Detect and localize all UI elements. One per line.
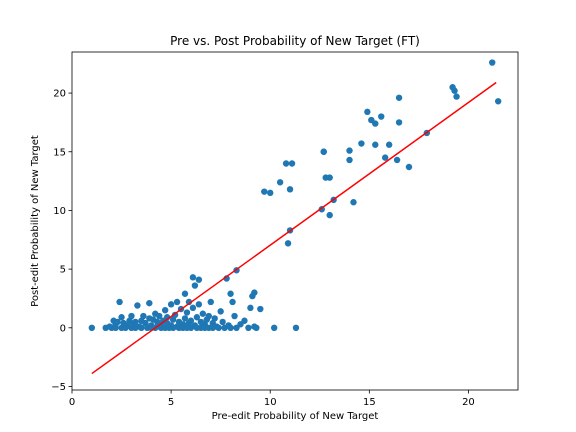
data-point — [241, 317, 248, 324]
y-tick-label: 10 — [53, 206, 66, 217]
data-point — [181, 290, 189, 297]
data-point — [453, 93, 460, 100]
data-point — [134, 302, 141, 309]
fit-line — [91, 81, 497, 375]
data-point — [116, 298, 123, 306]
data-point — [205, 312, 212, 320]
data-point — [185, 298, 193, 306]
data-point — [247, 304, 254, 312]
data-point — [292, 324, 300, 331]
x-tick-label: 5 — [168, 397, 174, 408]
data-point — [372, 120, 379, 127]
data-point — [140, 312, 147, 320]
data-point — [381, 154, 389, 161]
data-point — [261, 188, 268, 195]
chart-title: Pre vs. Post Probability of New Target (… — [170, 34, 420, 48]
data-point — [173, 298, 181, 306]
data-point — [276, 179, 284, 186]
data-point — [183, 309, 191, 316]
data-point — [267, 189, 274, 197]
data-point — [257, 305, 264, 313]
data-point — [284, 240, 292, 247]
data-point — [253, 324, 260, 331]
data-point — [378, 113, 385, 120]
data-point — [187, 317, 195, 324]
data-point — [393, 156, 401, 164]
data-point — [494, 98, 502, 105]
plot-frame — [71, 51, 519, 391]
x-tick-label: 15 — [363, 397, 376, 408]
data-point — [161, 306, 169, 314]
data-point — [288, 160, 296, 167]
data-point — [251, 289, 258, 296]
y-tick-label: 20 — [53, 89, 66, 100]
y-tick-label: 5 — [60, 265, 66, 276]
data-point — [146, 299, 153, 307]
data-point — [350, 199, 357, 206]
data-point — [195, 276, 203, 283]
data-point — [395, 94, 403, 101]
data-point — [282, 160, 290, 167]
data-point — [227, 290, 234, 297]
data-point — [189, 304, 197, 312]
x-axis-ticks: 0 5 10 15 20 — [69, 390, 475, 408]
data-point — [358, 140, 365, 147]
data-point — [156, 312, 163, 320]
data-point — [245, 324, 252, 331]
data-point — [395, 119, 403, 126]
y-axis-label: Post-edit Probability of New Target — [30, 135, 41, 307]
data-point — [132, 318, 139, 326]
data-point — [231, 312, 238, 320]
data-point — [181, 315, 189, 322]
data-point — [320, 148, 327, 155]
data-point — [199, 310, 207, 317]
data-point — [219, 318, 226, 326]
x-tick-label: 10 — [264, 397, 277, 408]
data-point — [286, 186, 294, 193]
y-axis-ticks: −5 0 5 10 15 20 — [51, 89, 72, 393]
data-point — [372, 141, 379, 148]
y-tick-label: 15 — [53, 147, 66, 158]
data-point — [211, 315, 218, 322]
data-point — [195, 301, 203, 308]
data-point — [385, 141, 393, 148]
data-point — [217, 308, 224, 315]
data-point — [114, 318, 121, 326]
data-point — [138, 324, 145, 331]
data-point — [215, 324, 222, 331]
data-point — [405, 163, 413, 171]
data-point — [346, 147, 353, 154]
data-point — [118, 314, 125, 321]
data-point — [270, 324, 278, 331]
data-point — [326, 174, 333, 181]
data-point — [326, 211, 333, 219]
data-point — [193, 314, 201, 321]
data-point — [207, 298, 214, 306]
fit-line-layer — [91, 81, 497, 375]
data-point — [112, 324, 119, 331]
data-point — [191, 282, 199, 289]
data-point — [364, 108, 371, 116]
y-tick-label: 0 — [60, 323, 66, 334]
x-tick-label: 0 — [69, 397, 75, 408]
data-point — [451, 87, 458, 94]
data-point — [88, 324, 96, 331]
x-axis-label: Pre-edit Probability of New Target — [212, 411, 379, 422]
data-point — [489, 59, 496, 66]
data-point — [346, 156, 353, 164]
data-point — [229, 298, 236, 306]
data-point — [227, 324, 234, 331]
x-tick-label: 20 — [462, 397, 475, 408]
points-layer — [88, 59, 502, 331]
data-point — [128, 312, 135, 320]
plot-area — [71, 51, 519, 391]
data-point — [189, 274, 197, 281]
y-tick-label: −5 — [51, 382, 66, 393]
data-point — [167, 301, 175, 308]
